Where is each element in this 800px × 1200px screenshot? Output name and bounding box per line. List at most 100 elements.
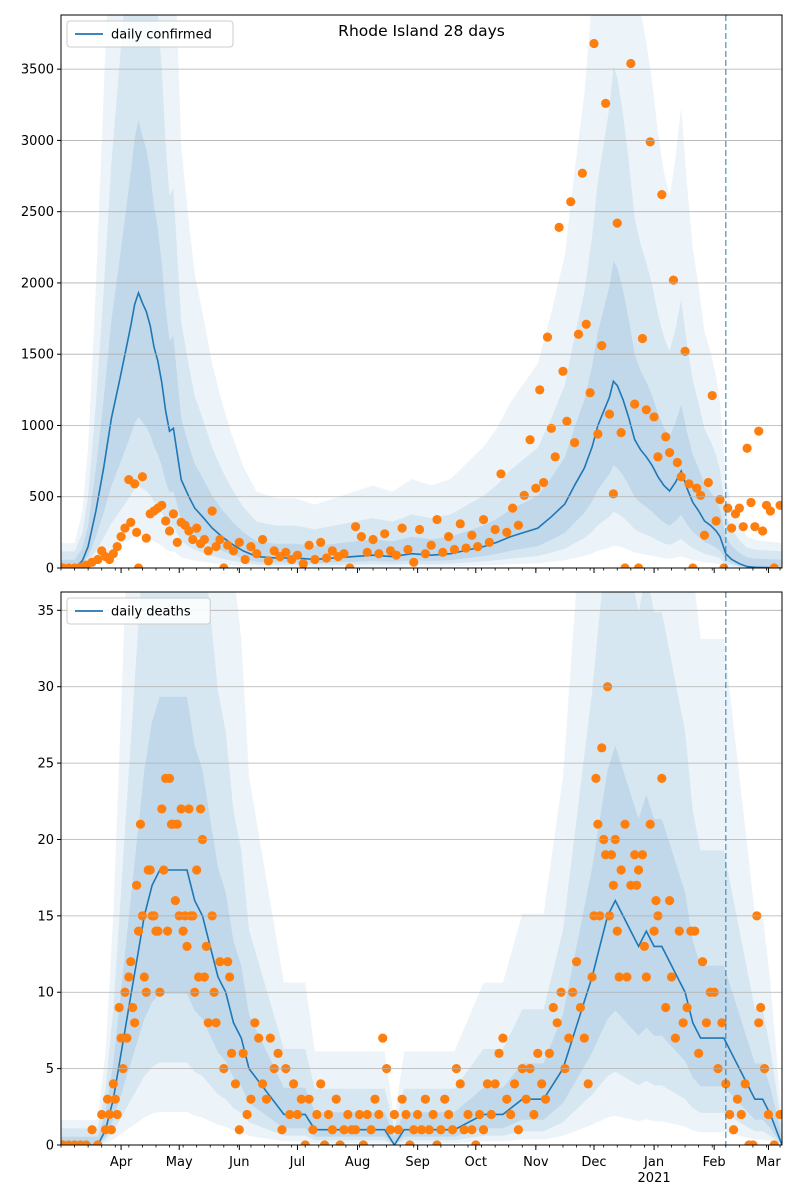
data-point: [649, 412, 659, 422]
data-point: [401, 1109, 411, 1120]
data-point: [161, 516, 171, 526]
series-line: [61, 869, 782, 1145]
data-point: [316, 537, 326, 547]
data-point: [473, 542, 483, 552]
x-tick-label: Dec: [581, 1155, 606, 1170]
uncertainty-band: [61, 15, 782, 568]
y-tick-label: 3000: [21, 134, 54, 149]
y-tick-label: 2000: [21, 276, 54, 291]
data-point: [717, 1018, 727, 1028]
data-point: [597, 743, 607, 753]
data-point: [694, 1048, 704, 1058]
data-point: [498, 1033, 508, 1043]
axes-frame: [60, 14, 783, 569]
data-point: [339, 1125, 349, 1135]
y-tick-label: 3500: [21, 63, 54, 78]
data-point: [252, 549, 262, 559]
data-point: [668, 275, 679, 285]
data-point: [666, 972, 677, 982]
data-point: [184, 804, 194, 814]
data-point: [409, 557, 419, 567]
data-point: [172, 537, 182, 547]
data-point: [531, 483, 541, 493]
data-point: [554, 222, 564, 232]
data-point: [170, 895, 180, 906]
data-point: [645, 137, 655, 147]
data-point: [292, 1109, 303, 1120]
data-point: [403, 544, 413, 555]
data-point: [746, 497, 756, 508]
data-point: [339, 549, 349, 559]
data-point: [490, 524, 500, 535]
data-point: [593, 429, 603, 439]
data-point: [106, 1125, 116, 1135]
data-point: [172, 819, 182, 829]
data-point: [432, 1140, 442, 1145]
data-point: [444, 1109, 454, 1120]
x-tick-label: Aug: [345, 1155, 370, 1170]
data-point: [732, 1094, 743, 1104]
data-point: [261, 1094, 272, 1104]
data-point: [223, 540, 233, 550]
data-point: [321, 553, 332, 563]
data-point: [661, 432, 671, 442]
data-point: [728, 1125, 739, 1135]
data-point: [546, 423, 556, 433]
data-point: [234, 1125, 244, 1135]
data-point: [482, 1079, 492, 1089]
data-point: [533, 1048, 543, 1058]
data-point: [703, 477, 713, 488]
data-point: [748, 1140, 758, 1145]
data-point: [319, 1140, 330, 1145]
data-point: [199, 972, 210, 982]
x-tick-label: Oct: [465, 1155, 487, 1170]
data-point: [141, 533, 151, 543]
data-point: [385, 1125, 396, 1135]
data-point: [366, 1125, 376, 1135]
data-point: [738, 522, 748, 532]
y-tick-label: 5: [46, 1062, 54, 1077]
data-point: [426, 540, 436, 550]
data-point: [539, 477, 549, 488]
data-point: [176, 804, 186, 814]
data-point: [195, 804, 206, 814]
data-point: [455, 519, 465, 529]
data-point: [604, 409, 615, 419]
data-point: [734, 503, 744, 513]
data-point: [242, 1109, 252, 1120]
data-point: [420, 1094, 430, 1104]
data-point: [688, 563, 698, 568]
y-tick-label: 500: [29, 490, 54, 505]
axes-frame: [60, 591, 783, 1146]
data-point: [432, 514, 442, 525]
data-point: [351, 1125, 361, 1135]
data-point: [102, 1094, 113, 1104]
data-point: [159, 865, 169, 875]
data-point: [285, 1109, 295, 1120]
data-point: [254, 1033, 264, 1043]
data-point: [577, 168, 587, 178]
data-point: [420, 549, 430, 559]
data-point: [587, 972, 597, 982]
data-point: [380, 529, 390, 539]
plot-area: [61, 15, 782, 568]
data-point: [409, 1125, 419, 1135]
y-tick-label: 0: [46, 562, 54, 577]
data-point: [707, 390, 717, 401]
data-point: [108, 1079, 118, 1089]
data-point: [263, 556, 273, 566]
data-point: [277, 1125, 287, 1135]
data-point: [114, 1002, 124, 1013]
data-point: [645, 819, 655, 829]
data-point: [153, 926, 163, 936]
data-point: [591, 773, 601, 783]
data-point: [207, 506, 217, 516]
uncertainty-band: [61, 592, 782, 1145]
data-point: [684, 479, 694, 489]
data-point: [575, 1002, 586, 1013]
x-tick-label: Jan: [643, 1155, 664, 1170]
data-point: [742, 443, 752, 453]
data-point: [335, 1140, 345, 1145]
data-point: [126, 517, 136, 527]
y-tick-label: 1500: [21, 348, 54, 363]
